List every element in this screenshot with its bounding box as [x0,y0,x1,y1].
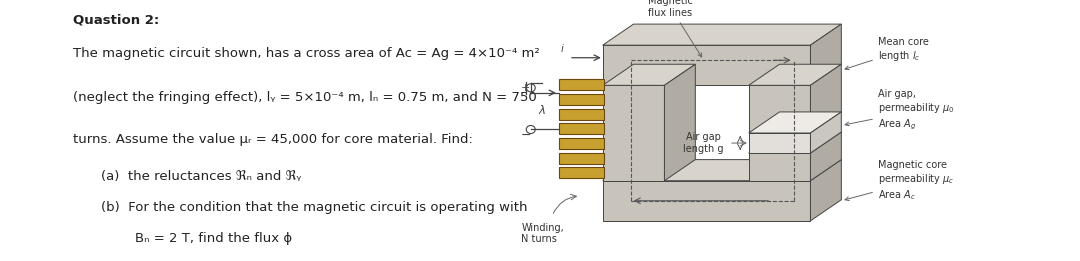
Polygon shape [810,132,841,181]
Polygon shape [748,153,810,181]
Polygon shape [558,123,604,134]
Text: (neglect the fringing effect), lᵧ = 5×10⁻⁴ m, lₙ = 0.75 m, and N = 750: (neglect the fringing effect), lᵧ = 5×10… [73,91,537,104]
Text: Magnetic core
permeability $\mu_c$
Area $A_c$: Magnetic core permeability $\mu_c$ Area … [845,160,955,201]
Text: Air gap,
permeability $\mu_0$
Area $A_g$: Air gap, permeability $\mu_0$ Area $A_g$ [846,89,955,132]
Text: Air gap
length g: Air gap length g [684,132,724,154]
Text: λ: λ [539,104,545,117]
Polygon shape [603,45,810,85]
Polygon shape [664,64,696,181]
Polygon shape [810,24,841,85]
Polygon shape [810,64,841,133]
Polygon shape [558,167,604,178]
Polygon shape [748,133,810,153]
Text: (b)  For the condition that the magnetic circuit is operating with: (b) For the condition that the magnetic … [102,201,528,214]
Polygon shape [603,181,810,221]
Polygon shape [603,160,841,181]
Polygon shape [810,160,841,221]
Polygon shape [603,64,696,85]
Text: (a)  the reluctances ℜₙ and ℜᵧ: (a) the reluctances ℜₙ and ℜᵧ [102,170,301,183]
Text: Mean core
length $l_c$: Mean core length $l_c$ [845,37,929,70]
Polygon shape [810,112,841,153]
Text: −: − [521,129,531,142]
Polygon shape [603,85,664,181]
Text: +: + [521,83,530,93]
Polygon shape [558,152,604,164]
Polygon shape [558,109,604,120]
Polygon shape [748,112,841,133]
Text: Magnetic
flux lines: Magnetic flux lines [648,0,702,57]
Polygon shape [558,94,604,105]
Polygon shape [558,79,604,90]
Polygon shape [748,85,810,133]
Text: Winding,
N turns: Winding, N turns [522,223,564,244]
Polygon shape [603,24,841,45]
Text: i: i [561,44,564,54]
Polygon shape [748,64,841,85]
Polygon shape [558,138,604,149]
Polygon shape [748,132,841,153]
Text: The magnetic circuit shown, has a cross area of Ac = Ag = 4×10⁻⁴ m²: The magnetic circuit shown, has a cross … [73,47,540,60]
Text: turns. Assume the value μᵣ = 45,000 for core material. Find:: turns. Assume the value μᵣ = 45,000 for … [73,133,473,146]
Text: Quastion 2:: Quastion 2: [73,13,159,26]
Text: Bₙ = 2 T, find the flux ϕ: Bₙ = 2 T, find the flux ϕ [102,232,293,245]
